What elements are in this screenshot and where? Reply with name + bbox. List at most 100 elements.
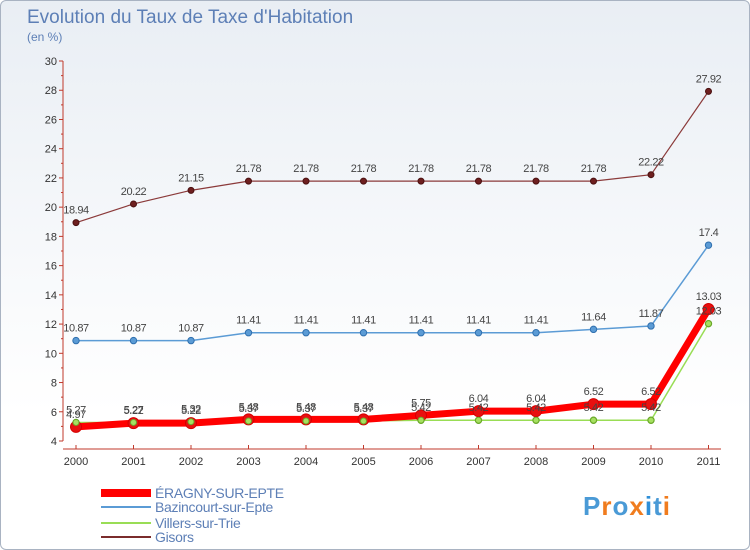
data-point	[647, 322, 655, 330]
data-point	[472, 405, 485, 418]
x-tick-label: 2009	[581, 456, 605, 468]
data-label: 5.42	[526, 402, 546, 414]
series-line-0	[75, 307, 712, 431]
data-label: 10.87	[178, 323, 204, 335]
data-label: 5.48	[354, 401, 374, 413]
data-label: 5.27	[124, 404, 144, 416]
data-point	[417, 329, 425, 337]
data-label: 10.87	[121, 323, 147, 335]
data-label: 21.78	[523, 163, 549, 175]
x-tick-label: 2005	[351, 456, 375, 468]
data-label: 4.97	[66, 409, 86, 421]
y-tick-label: 24	[45, 144, 57, 156]
data-point	[244, 329, 253, 337]
data-point-overlay	[705, 320, 712, 328]
data-point	[705, 87, 712, 95]
x-tick-label: 2007	[466, 456, 490, 468]
data-label: 6.52	[584, 386, 604, 398]
y-tick-label: 6	[51, 407, 57, 419]
y-tick-label: 12	[45, 319, 57, 331]
x-tick-label: 2001	[121, 456, 145, 468]
data-point	[647, 171, 655, 179]
data-point	[360, 177, 367, 185]
y-tick-label: 20	[45, 202, 57, 214]
data-point-overlay	[647, 416, 655, 424]
x-tick-label: 2004	[294, 456, 318, 468]
data-point-overlay	[187, 418, 195, 426]
data-label: 13.03	[696, 291, 722, 303]
chart-unit: (en %)	[27, 30, 63, 44]
proxiti-logo: Proxiti	[583, 491, 671, 522]
data-label: 12.03	[696, 306, 722, 318]
data-label: 5.27	[66, 404, 86, 416]
legend-swatch-bazincourt	[101, 506, 151, 508]
data-label: 21.78	[351, 163, 377, 175]
data-point	[532, 177, 540, 185]
legend-item-eragny: ÉRAGNY-SUR-EPTE	[101, 485, 284, 501]
legend-item-villers: Villers-sur-Trie	[101, 515, 241, 531]
data-label: 5.42	[641, 402, 661, 414]
data-point-overlay	[130, 418, 137, 426]
data-label: 11.41	[294, 315, 319, 327]
y-tick-label: 26	[45, 114, 57, 126]
data-label: 21.78	[293, 163, 319, 175]
legend-label-villers: Villers-sur-Trie	[155, 515, 241, 531]
data-point	[72, 336, 80, 345]
data-label: 5.32	[181, 404, 201, 416]
x-tick-label: 2003	[236, 456, 260, 468]
data-label: 11.41	[466, 315, 491, 327]
series-line-1	[76, 244, 710, 342]
data-point-overlay	[72, 418, 80, 426]
x-tick-label: 2002	[179, 456, 203, 468]
x-tick-label: 2006	[409, 456, 433, 468]
logo-letter: o	[612, 491, 630, 521]
data-label: 5.37	[354, 403, 374, 415]
data-point-overlay	[360, 417, 367, 425]
data-label: 11.41	[409, 315, 434, 327]
logo-letter: r	[601, 491, 613, 521]
legend-swatch-villers	[101, 522, 151, 524]
data-point-overlay	[532, 416, 540, 424]
data-label: 5.42	[584, 402, 604, 414]
data-point	[532, 329, 540, 337]
data-label: 6.52	[641, 386, 661, 398]
data-label: 21.15	[178, 172, 204, 184]
x-tick-label: 2000	[64, 456, 88, 468]
data-point	[302, 329, 310, 337]
data-point-overlay	[302, 417, 310, 425]
data-label: 11.41	[351, 315, 376, 327]
y-tick-label: 18	[45, 231, 57, 243]
y-tick-label: 16	[45, 261, 57, 273]
legend-label-gisors: Gisors	[155, 529, 194, 545]
data-label: 27.92	[696, 73, 722, 85]
logo-letter: i	[662, 491, 671, 521]
data-point	[645, 398, 657, 411]
data-label: 5.42	[411, 402, 431, 414]
data-point	[589, 325, 598, 334]
data-label: 5.37	[239, 403, 259, 415]
data-label: 11.41	[236, 315, 261, 327]
data-point	[187, 336, 195, 345]
y-tick-label: 10	[45, 348, 57, 360]
x-tick-label: 2010	[639, 456, 663, 468]
data-label: 11.64	[581, 311, 606, 323]
data-point	[187, 186, 195, 194]
logo-letter: i	[644, 491, 654, 521]
data-point-overlay	[245, 417, 252, 425]
data-label: 5.37	[296, 403, 316, 415]
data-point-overlay	[417, 416, 425, 424]
data-point	[130, 200, 137, 208]
data-point	[587, 398, 600, 411]
x-tick-label: 2011	[697, 456, 721, 468]
y-tick-label: 28	[45, 85, 57, 97]
data-point	[302, 177, 310, 185]
data-point	[359, 329, 368, 337]
x-tick-label: 2008	[524, 456, 548, 468]
data-point	[702, 303, 715, 316]
data-label: 21.78	[581, 163, 607, 175]
y-tick-label: 4	[51, 436, 57, 448]
y-tick-label: 8	[51, 378, 57, 390]
data-label: 6.04	[469, 393, 489, 405]
